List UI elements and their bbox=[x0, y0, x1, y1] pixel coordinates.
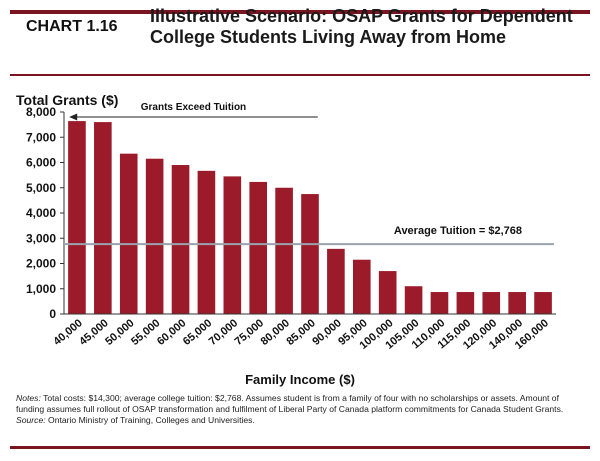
bar bbox=[508, 292, 526, 314]
bar bbox=[482, 292, 501, 314]
bar bbox=[249, 181, 268, 314]
bar bbox=[68, 121, 86, 314]
annotation-group: Grants Exceed Tuition bbox=[69, 102, 318, 121]
chart-number: CHART 1.16 bbox=[26, 18, 118, 35]
bar bbox=[119, 153, 138, 314]
y-axis-label: Total Grants ($) bbox=[16, 92, 119, 108]
bars bbox=[68, 121, 552, 314]
top-rule bbox=[10, 10, 590, 14]
bottom-rule bbox=[10, 446, 590, 449]
bar bbox=[378, 271, 397, 314]
annotation-label: Grants Exceed Tuition bbox=[141, 102, 246, 113]
notes-text: Total costs: $14,300; average college tu… bbox=[16, 393, 564, 414]
bar bbox=[223, 176, 242, 314]
y-tick-label: 6,000 bbox=[26, 156, 56, 170]
source-text: Ontario Ministry of Training, Colleges a… bbox=[45, 415, 255, 425]
y-axis: 0 1,000 2,000 3,000 4,000 5,000 6,000 7,000 8,00… bbox=[26, 105, 65, 321]
bar bbox=[94, 122, 112, 314]
notes-paragraph: Notes: Total costs: $14,300; average col… bbox=[16, 393, 586, 415]
notes-block: Notes: Total costs: $14,300; average col… bbox=[16, 393, 586, 426]
bar bbox=[456, 292, 475, 314]
reference-line-label: Average Tuition = $2,768 bbox=[394, 225, 522, 237]
x-axis: 40,00045,00050,00055,00060,00065,00070,0… bbox=[51, 313, 556, 352]
bar bbox=[301, 194, 319, 314]
bar bbox=[275, 187, 293, 314]
y-tick-label: 7,000 bbox=[26, 130, 56, 144]
chart-title-line1: Illustrative Scenario: OSAP Grants for D… bbox=[150, 6, 573, 26]
bar bbox=[404, 286, 423, 314]
x-axis-label: Family Income ($) bbox=[245, 372, 355, 387]
y-tick-label: 3,000 bbox=[26, 231, 56, 245]
bar bbox=[430, 292, 449, 314]
arrow-left-icon bbox=[69, 113, 78, 121]
bar bbox=[327, 248, 345, 314]
bar bbox=[171, 165, 190, 314]
reference-line-group: Average Tuition = $2,768 bbox=[64, 225, 554, 246]
header-rule bbox=[10, 74, 590, 76]
y-tick-label: 4,000 bbox=[26, 206, 56, 220]
bar bbox=[145, 158, 164, 314]
chart-title: Illustrative Scenario: OSAP Grants for D… bbox=[150, 6, 580, 48]
y-tick-label: 0 bbox=[49, 307, 56, 321]
y-tick-label: 8,000 bbox=[26, 105, 56, 119]
bar bbox=[352, 259, 371, 314]
source-paragraph: Source: Ontario Ministry of Training, Co… bbox=[16, 415, 586, 426]
bar bbox=[197, 170, 216, 314]
y-tick-label: 1,000 bbox=[26, 282, 56, 296]
y-tick-label: 5,000 bbox=[26, 181, 56, 195]
source-label: Source: bbox=[16, 415, 46, 425]
bar bbox=[534, 292, 552, 314]
notes-label: Notes: bbox=[16, 393, 41, 403]
y-tick-label: 2,000 bbox=[26, 257, 56, 271]
chart-title-line2: College Students Living Away from Home bbox=[150, 27, 507, 47]
